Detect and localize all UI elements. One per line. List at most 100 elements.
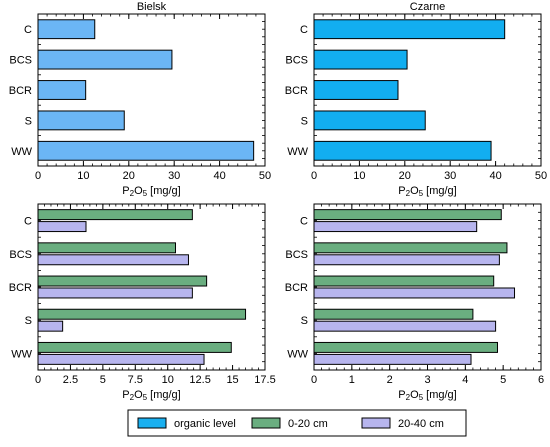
x-axis-label-part: O <box>134 389 143 401</box>
x-axis-label-part: [mg/g] <box>147 185 181 197</box>
x-axis-label-part: P <box>398 185 405 197</box>
x-tick-label: 30 <box>444 170 456 182</box>
x-tick-label: 1 <box>349 374 355 386</box>
x-tick-label: 5 <box>500 374 506 386</box>
y-category-label: WW <box>287 146 308 158</box>
y-category-label: S <box>25 315 32 327</box>
legend-label-20-40: 20-40 cm <box>398 418 444 430</box>
x-axis-label-part: 5 <box>143 393 148 402</box>
y-category-label: C <box>300 24 308 36</box>
legend-box <box>127 409 467 437</box>
x-axis-label: P2O5 [mg/g] <box>122 185 180 198</box>
x-axis-label-part: 5 <box>419 393 424 402</box>
legend-label-0-20: 0-20 cm <box>288 418 328 430</box>
bar-0-20-S <box>313 308 474 320</box>
x-tick-label: 2.5 <box>63 374 78 386</box>
bar-organic-C <box>37 19 96 40</box>
x-axis-label-part: 2 <box>406 393 411 402</box>
x-tick-label: 10 <box>77 170 89 182</box>
y-category-label: BCR <box>285 85 308 97</box>
x-tick-label: 0 <box>35 374 41 386</box>
y-category-label: C <box>24 24 32 36</box>
y-category-label: C <box>24 216 32 228</box>
bar-organic-WW <box>313 140 492 161</box>
x-tick-label: 10 <box>353 170 365 182</box>
bar-20-40-BCR <box>37 287 193 299</box>
x-axis-label-part: O <box>410 185 419 197</box>
bar-20-40-S <box>313 320 497 332</box>
x-tick-label: 0 <box>311 170 317 182</box>
x-axis-label-part: 2 <box>130 393 135 402</box>
bar-organic-C <box>313 19 506 40</box>
bar-20-40-WW <box>37 353 205 365</box>
bar-20-40-S <box>37 320 64 332</box>
bar-organic-WW <box>37 140 255 161</box>
x-axis-label-part: [mg/g] <box>423 185 457 197</box>
bar-20-40-BCS <box>313 254 500 266</box>
legend-swatch-0-20 <box>251 417 281 429</box>
x-axis-label-part: 5 <box>419 189 424 198</box>
panel-title: Bielsk <box>137 1 167 13</box>
x-tick-label: 15 <box>226 374 238 386</box>
y-category-label: WW <box>11 348 32 360</box>
x-axis-label-part: [mg/g] <box>423 389 457 401</box>
x-tick-label: 50 <box>535 170 547 182</box>
bar-organic-BCR <box>313 80 399 100</box>
bar-organic-BCR <box>37 80 87 100</box>
x-axis-label-part: P <box>122 185 129 197</box>
bar-20-40-C <box>37 221 87 233</box>
bar-0-20-S <box>37 308 247 320</box>
bar-20-40-BCS <box>37 254 189 266</box>
chart-panel-0: 0 10 20 30 40 50 C BCS BCR S WW Bielsk P2O5 [mg/g] <box>9 1 271 198</box>
x-tick-label: 50 <box>259 170 271 182</box>
chart-panel-1: 0 10 20 30 40 50 C BCS BCR S WW Czarne P2O5 [mg/g] <box>285 1 547 198</box>
bar-0-20-WW <box>37 341 232 353</box>
x-tick-label: 20 <box>399 170 411 182</box>
y-category-label: WW <box>287 348 308 360</box>
x-tick-label: 2 <box>387 374 393 386</box>
legend-swatch-20-40 <box>361 417 391 429</box>
x-tick-label: 40 <box>213 170 225 182</box>
x-tick-label: 10 <box>162 374 174 386</box>
bar-0-20-WW <box>313 341 498 353</box>
x-tick-label: 5 <box>100 374 106 386</box>
bar-0-20-BCS <box>37 242 176 254</box>
panel-title: Czarne <box>410 1 445 13</box>
x-tick-label: 3 <box>424 374 430 386</box>
y-category-label: S <box>301 115 308 127</box>
x-axis-label-part: 5 <box>143 189 148 198</box>
x-axis-label-part: P <box>122 389 129 401</box>
y-category-label: BCS <box>285 249 308 261</box>
x-tick-label: 17.5 <box>254 374 275 386</box>
x-axis-label-part: 2 <box>406 189 411 198</box>
bar-organic-BCS <box>313 49 408 70</box>
y-category-label: WW <box>11 146 32 158</box>
x-tick-label: 6 <box>538 374 544 386</box>
y-category-label: BCS <box>9 55 32 67</box>
x-tick-label: 40 <box>489 170 501 182</box>
bar-0-20-C <box>37 209 193 221</box>
x-axis-label-part: [mg/g] <box>147 389 181 401</box>
y-category-label: C <box>300 216 308 228</box>
bar-20-40-C <box>313 221 478 233</box>
bar-0-20-C <box>313 209 502 221</box>
y-category-label: BCS <box>9 249 32 261</box>
legend: organic level 0-20 cm 20-40 cm <box>127 409 467 437</box>
bar-0-20-BCS <box>313 242 508 254</box>
y-category-label: BCR <box>9 85 32 97</box>
x-axis-label: P2O5 [mg/g] <box>398 185 456 198</box>
x-tick-label: 20 <box>123 170 135 182</box>
y-category-label: S <box>25 115 32 127</box>
x-tick-label: 12.5 <box>189 374 210 386</box>
bar-organic-BCS <box>37 49 173 70</box>
y-category-label: BCR <box>285 282 308 294</box>
bar-20-40-BCR <box>313 287 516 299</box>
y-category-label: BCR <box>9 282 32 294</box>
x-axis-label-part: 2 <box>130 189 135 198</box>
bar-0-20-BCR <box>37 275 208 287</box>
bar-0-20-BCR <box>313 275 495 287</box>
x-tick-label: 4 <box>462 374 468 386</box>
